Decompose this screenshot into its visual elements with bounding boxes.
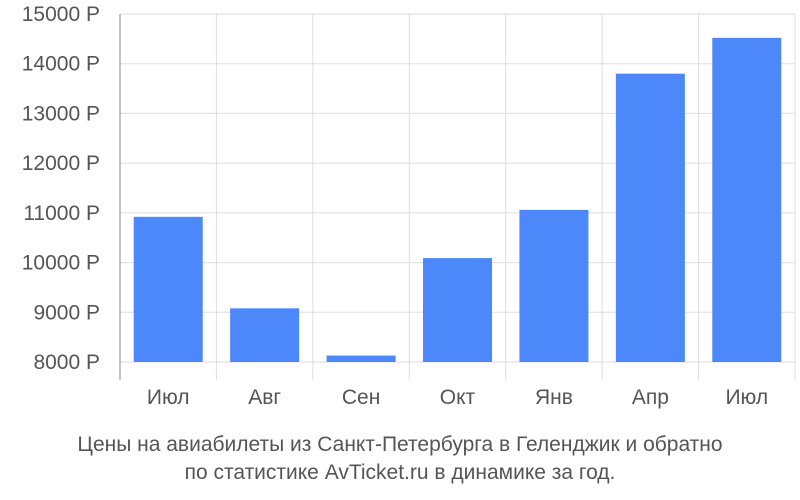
y-tick-label-5: 13000 Р xyxy=(22,102,100,125)
y-tick-label-4: 12000 Р xyxy=(22,152,100,175)
y-tick-label-3: 11000 Р xyxy=(23,202,100,225)
bar-5 xyxy=(615,73,685,363)
x-tick-label-2: Сен xyxy=(342,386,380,409)
y-tick-label-0: 8000 Р xyxy=(33,351,100,374)
x-tick-label-5: Апр xyxy=(632,386,669,409)
price-bar-chart: 8000 Р 9000 Р 10000 Р 11000 Р 12000 Р 13000 Р… xyxy=(22,3,796,409)
x-tick-label-6: Июл xyxy=(725,386,768,409)
x-tick-labels: Июл Авг Сен Окт Янв Апр Июл xyxy=(147,386,768,409)
bar-4 xyxy=(519,209,589,362)
bar-2 xyxy=(326,355,396,362)
bars xyxy=(133,37,782,363)
x-tick-label-4: Янв xyxy=(535,386,573,409)
y-tick-labels: 8000 Р 9000 Р 10000 Р 11000 Р 12000 Р 13000 Р… xyxy=(22,3,100,374)
x-tick-label-1: Авг xyxy=(248,386,281,409)
x-tick-label-0: Июл xyxy=(147,386,190,409)
bar-3 xyxy=(423,258,492,362)
y-tick-label-2: 10000 Р xyxy=(22,252,100,275)
y-tick-label-7: 15000 Р xyxy=(22,3,100,26)
y-tick-label-6: 14000 Р xyxy=(22,53,100,76)
x-tick-label-3: Окт xyxy=(440,386,476,409)
y-tick-label-1: 9000 Р xyxy=(33,301,100,324)
caption-line-1: Цены на авиабилеты из Санкт-Петербурга в… xyxy=(77,433,723,456)
bar-0 xyxy=(133,216,203,362)
bar-1 xyxy=(230,308,300,362)
bar-6 xyxy=(712,37,782,363)
caption-line-2: по статистике AvTicket.ru в динамике за … xyxy=(184,461,616,484)
grid xyxy=(119,13,796,380)
